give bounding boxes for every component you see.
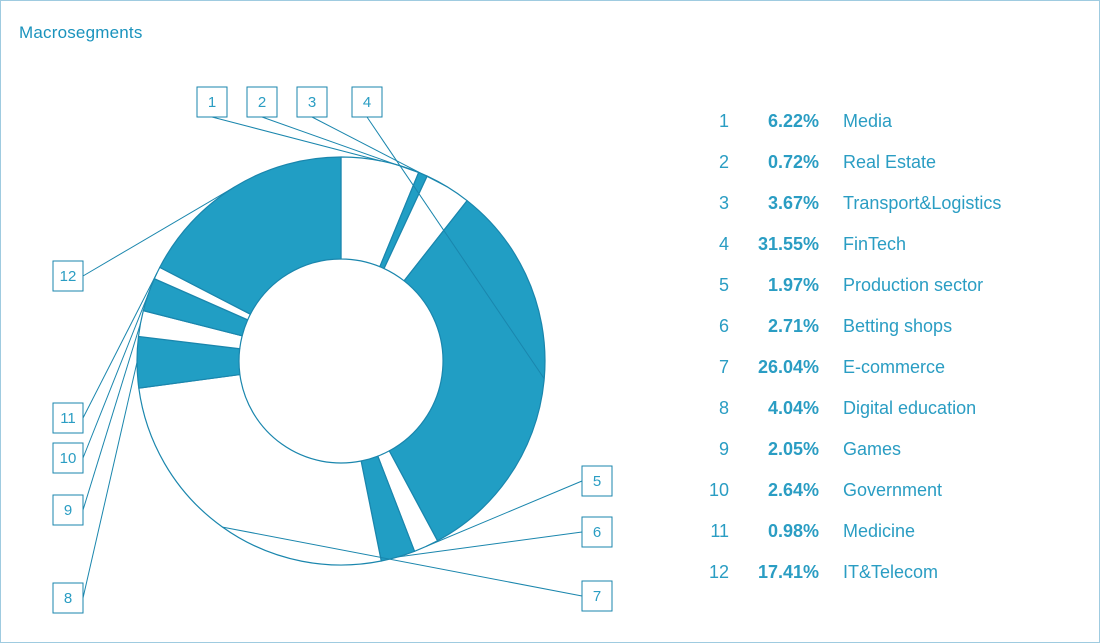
- callout-leaders: [82, 116, 583, 599]
- legend-label: FinTech: [843, 234, 907, 254]
- callout-label-10: 10: [60, 450, 77, 467]
- legend-value: 4.04%: [767, 398, 819, 418]
- legend-number: 8: [718, 398, 729, 418]
- legend-number: 6: [718, 316, 729, 336]
- legend-label: IT&Telecom: [843, 562, 939, 582]
- legend-number: 5: [718, 275, 729, 295]
- callout-leader-11: [82, 272, 158, 419]
- legend-number: 3: [718, 193, 729, 213]
- callout-box-6: [581, 516, 613, 548]
- legend-row: 4 31.55% FinTech: [701, 224, 1081, 265]
- legend-label: Digital education: [843, 398, 977, 418]
- legend-row: 11 0.98% Medicine: [701, 511, 1081, 552]
- chart-title: Macrosegments: [19, 23, 143, 42]
- legend-label: E-commerce: [843, 357, 946, 377]
- legend-row: 7 26.04% E-commerce: [701, 347, 1081, 388]
- callout-leader-5: [425, 480, 583, 547]
- callout-leader-6: [398, 531, 583, 558]
- legend-value: 17.41%: [757, 562, 819, 582]
- legend-number: 2: [718, 152, 729, 172]
- legend-row: 8 4.04% Digital education: [701, 388, 1081, 429]
- callout-box-5: [581, 465, 613, 497]
- callout-label-1: 1: [208, 94, 216, 111]
- callout-leader-1: [211, 116, 381, 162]
- callout-box-3: [296, 86, 328, 118]
- legend-value: 0.98%: [767, 521, 819, 541]
- callout-box-1: [196, 86, 228, 118]
- callout-box-12: [52, 260, 84, 292]
- legend: 1 6.22% Media 2 0.72% Real Estate 3 3.67% Transp…: [701, 101, 1081, 593]
- legend-value: 2.05%: [767, 439, 819, 459]
- legend-value: 0.72%: [767, 152, 819, 172]
- callout-box-11: [52, 402, 84, 434]
- legend-value: 26.04%: [757, 357, 819, 377]
- legend-value: 1.97%: [767, 275, 819, 295]
- callout-label-12: 12: [60, 268, 77, 285]
- callout-label-9: 9: [64, 502, 72, 519]
- callout-label-4: 4: [363, 94, 371, 111]
- callout-leader-8: [82, 362, 138, 599]
- legend-value: 3.67%: [767, 193, 819, 213]
- legend-label: Transport&Logistics: [843, 193, 1002, 213]
- callout-leader-3: [311, 116, 449, 188]
- legend-row: 6 2.71% Betting shops: [701, 306, 1081, 347]
- callout-box-9: [52, 494, 84, 526]
- callout-leader-10: [82, 294, 149, 459]
- callout-leader-4: [366, 116, 545, 380]
- donut-slices: [136, 156, 546, 566]
- callout-box-10: [52, 442, 84, 474]
- legend-value: 31.55%: [757, 234, 819, 254]
- legend-row: 12 17.41% IT&Telecom: [701, 552, 1081, 593]
- callout-label-7: 7: [593, 588, 601, 605]
- legend-value: 2.64%: [767, 480, 819, 500]
- legend-number: 7: [718, 357, 729, 377]
- legend-row: 9 2.05% Games: [701, 429, 1081, 470]
- legend-label: Media: [843, 111, 893, 131]
- legend-label: Government: [843, 480, 943, 500]
- legend-number: 10: [708, 480, 729, 500]
- callout-box-4: [351, 86, 383, 118]
- callout-label-11: 11: [60, 410, 76, 427]
- callout-label-5: 5: [593, 473, 601, 490]
- legend-number: 4: [718, 234, 729, 254]
- legend-number: 9: [718, 439, 729, 459]
- legend-value: 6.22%: [767, 111, 819, 131]
- legend-number: 12: [708, 562, 729, 582]
- legend-row: 10 2.64% Government: [701, 470, 1081, 511]
- legend-row: 1 6.22% Media: [701, 101, 1081, 142]
- donut-slice-12: [159, 156, 342, 315]
- callout-label-3: 3: [308, 94, 316, 111]
- legend-label: Medicine: [843, 521, 916, 541]
- donut-slice-7: [138, 373, 382, 566]
- callout-box-2: [246, 86, 278, 118]
- legend-row: 2 0.72% Real Estate: [701, 142, 1081, 183]
- callout-leader-7: [222, 526, 583, 597]
- callout-leader-12: [82, 186, 236, 277]
- donut-slice-4: [388, 200, 546, 542]
- legend-number: 1: [718, 111, 729, 131]
- callout-box-8: [52, 582, 84, 614]
- legend-label: Games: [843, 439, 902, 459]
- callout-leader-2: [261, 116, 424, 175]
- legend-label: Production sector: [843, 275, 984, 295]
- callout-label-8: 8: [64, 590, 72, 607]
- legend-row: 3 3.67% Transport&Logistics: [701, 183, 1081, 224]
- legend-label: Real Estate: [843, 152, 937, 172]
- legend-value: 2.71%: [767, 316, 819, 336]
- legend-label: Betting shops: [843, 316, 953, 336]
- callout-label-2: 2: [258, 94, 266, 111]
- legend-number: 11: [710, 521, 729, 541]
- legend-row: 5 1.97% Production sector: [701, 265, 1081, 306]
- callout-box-7: [581, 580, 613, 612]
- callout-label-6: 6: [593, 524, 601, 541]
- callout-leader-9: [82, 323, 141, 511]
